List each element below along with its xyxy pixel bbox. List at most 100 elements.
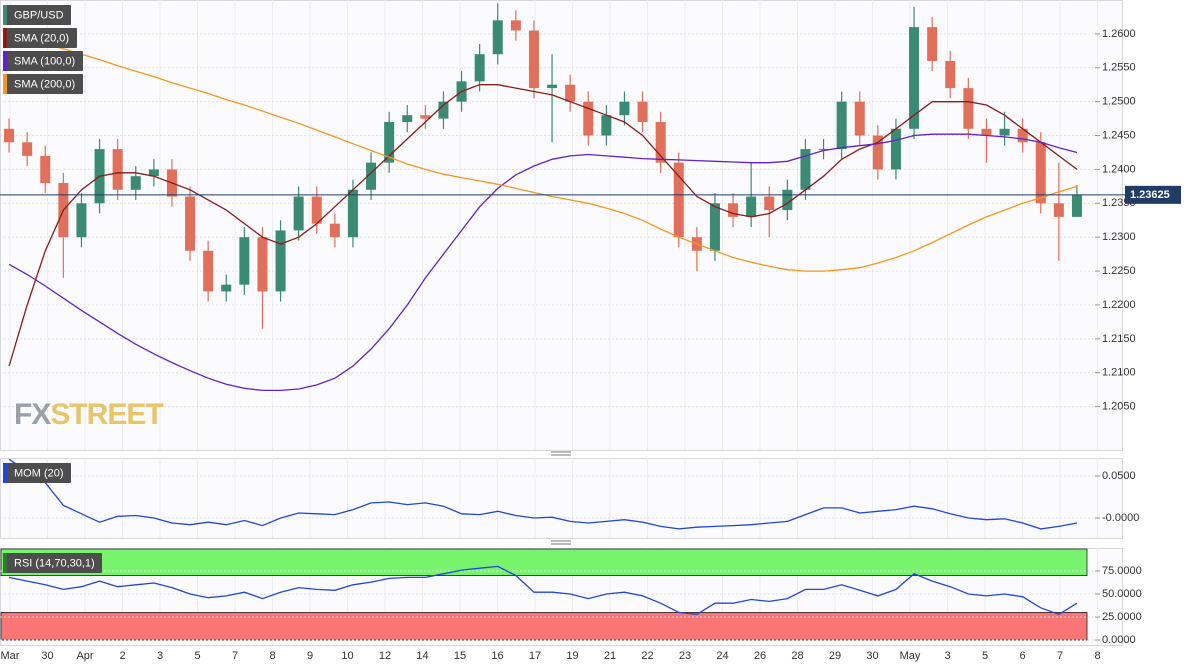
candle-body — [275, 230, 286, 292]
x-tick-label: 2 — [119, 650, 125, 662]
series-line — [8, 133, 1078, 392]
x-tick-label: 29 — [829, 650, 841, 662]
candle-body — [709, 203, 720, 251]
x-tick-label: 5 — [194, 650, 200, 662]
x-tick-label: 15 — [454, 650, 466, 662]
x-tick-label: 21 — [604, 650, 616, 662]
y-tick-label: 1.2500 — [1102, 96, 1136, 108]
candle-body — [637, 101, 648, 122]
x-tick-label: 28 — [791, 650, 803, 662]
x-tick-label: 6 — [1019, 650, 1025, 662]
candle-body — [329, 223, 340, 238]
legend-item: MOM (20) — [3, 463, 71, 483]
candle-body — [438, 101, 449, 119]
x-tick-label: 7 — [1057, 650, 1063, 662]
y-tick-label: -0.0000 — [1102, 512, 1139, 524]
candle-body — [510, 20, 521, 31]
candle-body — [872, 135, 883, 170]
legend-swatch — [3, 463, 7, 483]
watermark-street: STREET — [50, 398, 163, 431]
y-tick-label: 1.2550 — [1102, 62, 1136, 74]
candle-body — [239, 237, 250, 285]
x-tick-label: Apr — [76, 650, 93, 662]
series-line — [8, 84, 1078, 367]
series-line — [8, 458, 1078, 530]
x-tick-label: 9 — [307, 650, 313, 662]
legend-label: GBP/USD — [14, 9, 64, 21]
candle-body — [311, 196, 322, 224]
y-tick-label: 1.2200 — [1102, 299, 1136, 311]
legend-box — [3, 28, 77, 48]
x-tick-label: 12 — [379, 650, 391, 662]
x-tick-label: 8 — [269, 650, 275, 662]
x-tick-label: May — [900, 650, 921, 662]
candle-body — [836, 101, 847, 150]
series-line — [8, 565, 1078, 616]
candle-body — [203, 250, 214, 292]
y-tick-label: 1.2450 — [1102, 129, 1136, 141]
candle-body — [746, 196, 757, 217]
candle-body — [999, 128, 1010, 136]
legend-swatch — [3, 28, 7, 48]
x-tick-label: 8 — [1094, 650, 1100, 662]
candle-body — [728, 203, 739, 217]
candle-body — [565, 84, 576, 102]
y-tick-label: 1.2600 — [1102, 28, 1136, 40]
candle-body — [293, 196, 304, 231]
candle-body — [945, 60, 956, 89]
watermark-fx: FX — [14, 398, 51, 431]
x-tick-label: 3 — [157, 650, 163, 662]
x-tick-label: Mar — [1, 650, 20, 662]
candle-body — [619, 101, 630, 116]
panel-handle[interactable] — [551, 451, 571, 456]
legend-label: RSI (14,70,30,1) — [14, 557, 95, 569]
last-price-box — [1125, 185, 1181, 204]
candle-body — [40, 155, 51, 183]
y-tick-label: 1.2050 — [1102, 401, 1136, 413]
x-tick-label: 7 — [232, 650, 238, 662]
candle-body — [492, 20, 503, 55]
y-tick-label: 0.0500 — [1102, 470, 1136, 482]
legend-box — [3, 463, 71, 483]
candle-body — [420, 115, 431, 119]
candle-body — [384, 121, 395, 163]
x-tick-label: 14 — [416, 650, 428, 662]
candle-body — [1071, 195, 1082, 217]
band — [0, 548, 1088, 577]
candle-body — [402, 115, 413, 122]
candle-body — [1035, 142, 1046, 204]
candle-body — [76, 203, 87, 238]
y-tick-label: 25.0000 — [1102, 611, 1142, 623]
y-tick-label: 1.2400 — [1102, 163, 1136, 175]
candle-body — [185, 196, 196, 251]
legend-swatch — [3, 553, 7, 573]
legend-swatch — [3, 5, 7, 25]
candle-body — [22, 142, 33, 156]
y-tick-label: 1.2250 — [1102, 265, 1136, 277]
legend-label: SMA (100,0) — [14, 55, 75, 67]
candle-body — [474, 54, 485, 82]
candle-body — [673, 162, 684, 238]
candle-body — [854, 101, 865, 136]
x-tick-label: 16 — [491, 650, 503, 662]
y-tick-label: 50.0000 — [1102, 588, 1142, 600]
panel-handle[interactable] — [551, 540, 571, 545]
candle-body — [800, 149, 811, 190]
candle-body — [583, 101, 594, 136]
x-tick-label: 22 — [641, 650, 653, 662]
candle-body — [528, 30, 539, 89]
candle-body — [601, 115, 612, 136]
candle-body — [547, 84, 558, 89]
legend-box — [3, 553, 102, 573]
candle-body — [347, 189, 358, 238]
watermark: FXSTREET — [14, 398, 163, 431]
candle-body — [1017, 128, 1028, 143]
y-tick-label: 1.2100 — [1102, 367, 1136, 379]
x-tick-label: 19 — [566, 650, 578, 662]
legend-label: SMA (200,0) — [14, 78, 75, 90]
x-tick-label: 30 — [866, 650, 878, 662]
candle-body — [981, 128, 992, 136]
x-tick-label: 10 — [341, 650, 353, 662]
